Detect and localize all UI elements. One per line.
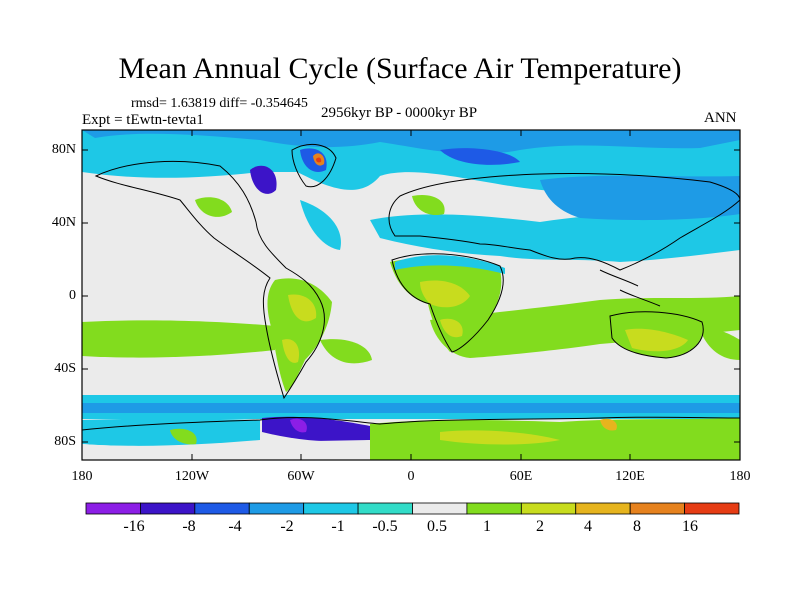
colorbar-label: -16 — [123, 518, 145, 535]
y-label-40n: 40N — [51, 215, 76, 230]
colorbar-swatch — [194, 502, 250, 515]
south-america-warm-region — [267, 278, 332, 392]
colorbar-label: -4 — [228, 518, 242, 535]
antarctica-coastline — [82, 416, 740, 431]
x-label-0: 0 — [407, 469, 415, 484]
colorbar-label: 16 — [682, 518, 698, 535]
colorbar-label: -8 — [182, 518, 196, 535]
x-label-180w: 180 — [71, 469, 93, 484]
colorbar-label: -2 — [280, 518, 294, 535]
colorbar-swatch — [303, 502, 359, 515]
colorbar-swatch — [629, 502, 685, 515]
colorbar-label: 0.5 — [427, 518, 447, 535]
y-label-80s: 80S — [54, 434, 76, 449]
x-label-60w: 60W — [287, 469, 315, 484]
colorbar-label: 1 — [483, 518, 491, 535]
y-axis-ticks — [82, 149, 740, 443]
colorbar-swatch — [575, 502, 631, 515]
canada-cold-patch — [250, 165, 277, 194]
colorbar-swatch — [412, 502, 468, 515]
x-label-60e: 60E — [509, 469, 533, 484]
colorbar — [85, 502, 740, 515]
experiment-label: Expt = tEwtn-tevta1 — [82, 112, 204, 128]
colorbar-label: -0.5 — [372, 518, 398, 535]
coastlines — [82, 143, 740, 431]
colorbar-swatch — [684, 502, 740, 515]
south-pacific-warm-band — [82, 320, 275, 358]
africa-coastline — [391, 253, 504, 353]
colorbar-swatch — [140, 502, 196, 515]
eurasia-coastline — [388, 172, 740, 271]
period-label: 2956kyr BP - 0000kyr BP — [321, 105, 478, 121]
plot-title: Mean Annual Cycle (Surface Air Temperatu… — [118, 52, 682, 85]
colorbar-swatch — [466, 502, 522, 515]
x-axis-ticks — [81, 130, 631, 460]
antarctic-cold-patch — [262, 416, 370, 442]
southern-ocean-cool-band — [82, 403, 740, 413]
colorbar-swatch — [248, 502, 305, 515]
colorbar-label: 2 — [536, 518, 544, 535]
eurasia-cool-belt — [370, 207, 740, 262]
australia-coastline — [609, 311, 704, 359]
x-label-120e: 120E — [615, 469, 645, 484]
colorbar-label: 4 — [584, 518, 592, 535]
season-label: ANN — [704, 110, 737, 126]
y-label-80n: 80N — [51, 142, 76, 157]
x-label-120w: 120W — [174, 469, 210, 484]
colorbar-swatch — [357, 502, 413, 515]
y-label-0: 0 — [69, 288, 76, 303]
x-label-180e: 180 — [729, 469, 751, 484]
colorbar-swatch — [520, 502, 577, 515]
colorbar-label: -1 — [331, 518, 345, 535]
americas-coastline — [94, 160, 325, 400]
y-label-40s: 40S — [54, 361, 76, 376]
colorbar-swatch — [85, 502, 141, 515]
stats-line: rmsd= 1.63819 diff= -0.354645 — [131, 96, 308, 111]
greenland-coastline — [291, 143, 337, 188]
colorbar-label: 8 — [633, 518, 641, 535]
